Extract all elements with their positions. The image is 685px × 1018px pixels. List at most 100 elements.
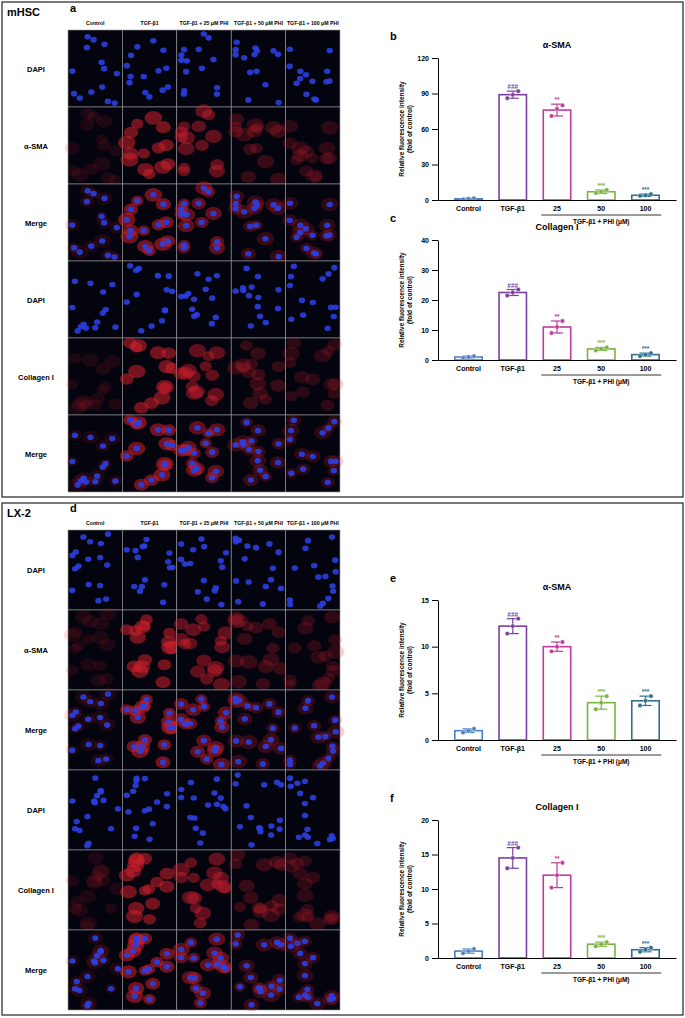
nucleus: [254, 304, 260, 310]
data-point: [649, 694, 653, 698]
y-tick: 40: [421, 237, 438, 244]
x-tick: 50: [597, 958, 605, 970]
significance-label: ###: [507, 840, 518, 847]
nucleus: [150, 38, 156, 44]
micrograph-tile: [231, 30, 285, 107]
stain-signal: [270, 379, 286, 392]
cell-line-label: mHSC: [7, 6, 40, 18]
nucleus: [71, 245, 77, 251]
nucleus: [213, 469, 219, 475]
nucleus: [247, 70, 253, 76]
stain-signal: [283, 860, 299, 873]
cell-line-label: LX-2: [7, 507, 31, 519]
nucleus: [71, 91, 77, 97]
stain-signal: [128, 365, 145, 379]
nucleus: [232, 941, 238, 947]
nucleus: [211, 790, 217, 796]
nucleus: [124, 547, 130, 553]
nucleus: [183, 223, 189, 229]
nucleus: [287, 283, 293, 289]
nucleus: [325, 271, 331, 277]
nucleus: [296, 994, 302, 1000]
group-bracket: [541, 973, 661, 974]
nucleus: [124, 707, 130, 713]
nucleus: [141, 74, 147, 80]
stain-signal: [310, 172, 322, 182]
micrograph-tile: [177, 30, 231, 107]
nucleus: [309, 232, 315, 238]
nucleus: [305, 995, 311, 1001]
nucleus: [320, 600, 326, 606]
nucleus: [214, 801, 220, 807]
nucleus: [138, 328, 144, 334]
y-tick: 20: [421, 297, 438, 304]
stain-signal: [205, 130, 222, 143]
y-axis: 05101520: [421, 817, 438, 962]
nucleus: [150, 821, 156, 827]
y-axis: 051015: [421, 597, 438, 744]
stain-signal: [323, 914, 338, 926]
y-tick-label: 0: [425, 955, 429, 962]
nucleus: [91, 958, 97, 964]
micrograph-tile: [177, 530, 231, 610]
data-point: [549, 331, 553, 335]
data-point: [555, 644, 559, 648]
stain-signal: [99, 639, 115, 652]
stain-signal: [200, 438, 212, 448]
nucleus: [181, 47, 187, 53]
nucleus: [188, 940, 194, 946]
x-tick-label: TGF-β1: [501, 365, 526, 373]
stain-signal: [130, 711, 146, 724]
x-tick-label: TGF-β1: [501, 963, 526, 971]
bar-chart: fCollagen IRelative fluorescence intensi…: [390, 792, 677, 984]
nucleus: [201, 704, 207, 710]
nucleus: [328, 305, 334, 311]
nucleus: [166, 427, 172, 433]
micrograph-tile: [231, 770, 285, 850]
stain-signal: [240, 655, 258, 669]
nucleus: [115, 806, 121, 812]
data-point: [599, 942, 603, 946]
nucleus: [303, 245, 309, 251]
y-axis-title-line: (fold of control): [406, 105, 414, 153]
micrograph-tile: [68, 530, 122, 610]
data-point: [594, 191, 598, 195]
x-tick: 100: [640, 360, 652, 372]
nucleus: [94, 793, 100, 799]
x-tick: 100: [640, 958, 652, 970]
nucleus: [181, 201, 187, 207]
section-frame: [2, 503, 683, 1015]
chart-title: α-SMA: [543, 40, 572, 50]
nucleus: [257, 986, 263, 992]
stain-signal: [120, 965, 137, 978]
data-point: [643, 699, 647, 703]
stain-signal: [271, 626, 285, 638]
y-tick-mark: [432, 889, 438, 890]
nucleus: [263, 744, 269, 750]
micrograph-tile: [68, 261, 122, 338]
nucleus: [80, 534, 86, 540]
row-label: Collagen I: [18, 373, 54, 382]
x-tick: TGF-β1: [501, 360, 526, 373]
y-tick-label: 60: [421, 126, 429, 133]
data-point: [549, 649, 553, 653]
stain-signal: [321, 477, 335, 488]
x-tick-label: 50: [597, 963, 605, 970]
nucleus: [214, 273, 220, 279]
stain-signal: [134, 402, 149, 414]
bar: [499, 95, 526, 200]
nucleus: [223, 550, 229, 556]
significance-label: ###: [507, 611, 518, 618]
micrograph-background: [68, 690, 122, 770]
nucleus: [218, 955, 224, 961]
nucleus: [256, 825, 262, 831]
micrograph-tile: [227, 338, 286, 415]
stain-signal: [205, 447, 219, 458]
stain-signal: [185, 937, 197, 947]
micrograph-background: [68, 610, 122, 690]
micrograph-background: [68, 415, 122, 492]
micrograph-tile: [66, 415, 122, 492]
nucleus: [139, 584, 145, 590]
stain-signal: [75, 395, 92, 408]
nucleus: [127, 74, 133, 80]
